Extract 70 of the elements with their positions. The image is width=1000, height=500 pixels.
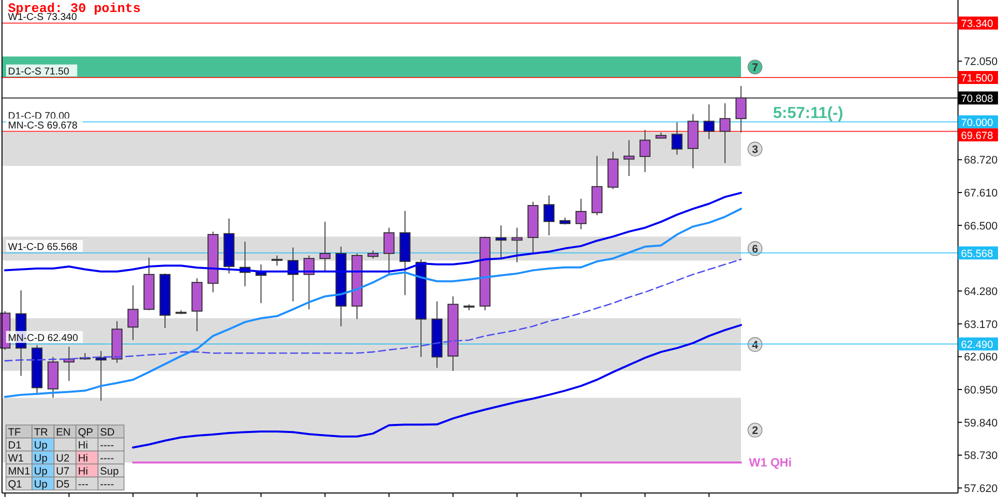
annotation: D1 [8,440,22,452]
ref-line-label: 65.568 [961,248,994,260]
annotation: Up [34,466,48,478]
annotation: Hi [78,452,88,464]
ref-line-label: 73.340 [961,18,994,30]
annotation: TF [8,426,21,438]
y-tick-label: 58.730 [964,450,998,462]
candlestick [512,227,522,263]
y-tick-label: 63.170 [964,318,998,331]
annotation: Up [34,452,48,464]
candlestick [544,194,554,236]
candlestick [672,122,682,156]
candlestick [496,224,506,258]
annotation: D1-C-D 70.00 [8,110,70,122]
y-tick-label: 60.950 [964,384,998,396]
candlestick [704,104,714,140]
candlestick [576,198,586,230]
band-label: 7 [752,62,758,74]
series-label: W1 QHi [749,456,792,470]
annotation: Up [34,478,48,490]
annotation: U7 [56,466,70,478]
ref-line-label: 62.490 [961,338,994,351]
candlestick [720,102,730,164]
y-tick-label: 66.500 [964,220,998,232]
annotation: TR [34,426,48,438]
annotation: MN-C-D 62.490 [8,332,78,344]
candlestick [320,221,330,272]
candlestick [128,284,138,341]
ref-line-label: 70.808 [961,92,994,105]
line-series [132,324,742,448]
line-series [4,258,742,362]
candlestick [96,350,106,402]
annotation: --- [78,478,89,490]
band-label: 2 [752,425,758,438]
annotation: W1 [8,452,24,464]
y-tick-label: 57.620 [964,482,998,495]
y-tick-label: 68.720 [964,154,998,167]
candlestick [624,140,634,176]
annotation: ---- [100,452,114,464]
annotation: Hi [78,466,88,478]
ref-line-label: 71.500 [961,72,994,84]
annotation: U2 [56,452,70,464]
annotation: D5 [56,478,70,490]
annotation: ---- [100,440,114,452]
annotation: Hi [78,440,88,452]
y-tick-label: 72.050 [964,56,998,68]
y-tick-label: 59.840 [964,417,998,430]
ref-line-label: 70.000 [961,116,994,129]
annotation: SD [100,426,116,438]
line-series [4,208,742,398]
annotation: Q1 [8,478,22,490]
annotation: EN [56,426,71,438]
annotation: W1-C-D 65.568 [8,242,78,253]
y-tick-label: 62.060 [964,352,998,364]
candlestick [384,227,394,276]
text: 5:57:11(-) [773,104,844,122]
candlestick [736,86,746,133]
y-tick-label: 67.610 [964,188,998,200]
annotation: QP [78,426,94,438]
annotation: D1-C-S 71.50 [8,66,70,78]
annotation: MN-C-S 69.678 [8,120,78,132]
annotation: Up [34,440,48,452]
ref-line-label: 69.678 [961,130,994,142]
band-label: 3 [752,144,758,156]
annotation: ---- [100,478,114,490]
y-tick-label: 64.280 [964,286,998,298]
annotation: MN1 [8,466,30,478]
candlestick [272,255,282,266]
candlestick [640,129,650,173]
annotation: Sup [100,466,119,478]
